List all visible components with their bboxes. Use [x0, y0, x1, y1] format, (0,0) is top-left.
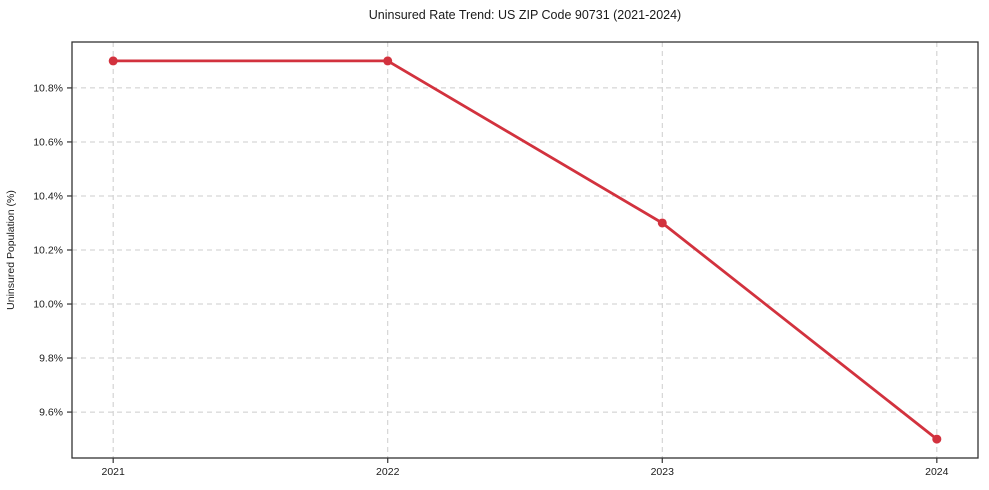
y-tick-label: 10.6% [33, 136, 63, 148]
chart-title: Uninsured Rate Trend: US ZIP Code 90731 … [368, 8, 682, 22]
y-tick-label: 10.0% [33, 299, 63, 311]
y-tick-label: 9.6% [39, 407, 63, 419]
y-tick-label: 10.4% [33, 190, 63, 202]
x-tick-labels: 2021 2022 2023 2024 [102, 466, 949, 478]
data-point [932, 434, 942, 444]
x-tick-label: 2024 [925, 466, 949, 478]
data-series [108, 56, 942, 444]
y-tick-labels: 9.6% 9.8% 10.0% 10.2% 10.4% 10.6% 10.8% [33, 82, 63, 418]
data-point [108, 56, 118, 66]
axis-ticks [67, 87, 938, 463]
x-tick-label: 2022 [376, 466, 400, 478]
data-point [657, 218, 667, 228]
y-tick-label: 10.8% [33, 82, 63, 94]
data-point [383, 56, 393, 66]
x-tick-label: 2023 [651, 466, 675, 478]
y-tick-label: 10.2% [33, 245, 63, 257]
y-axis-label: Uninsured Population (%) [5, 190, 17, 310]
x-tick-label: 2021 [102, 466, 126, 478]
trend-line [111, 59, 939, 441]
gridlines [72, 42, 978, 458]
y-tick-label: 9.8% [39, 353, 63, 365]
